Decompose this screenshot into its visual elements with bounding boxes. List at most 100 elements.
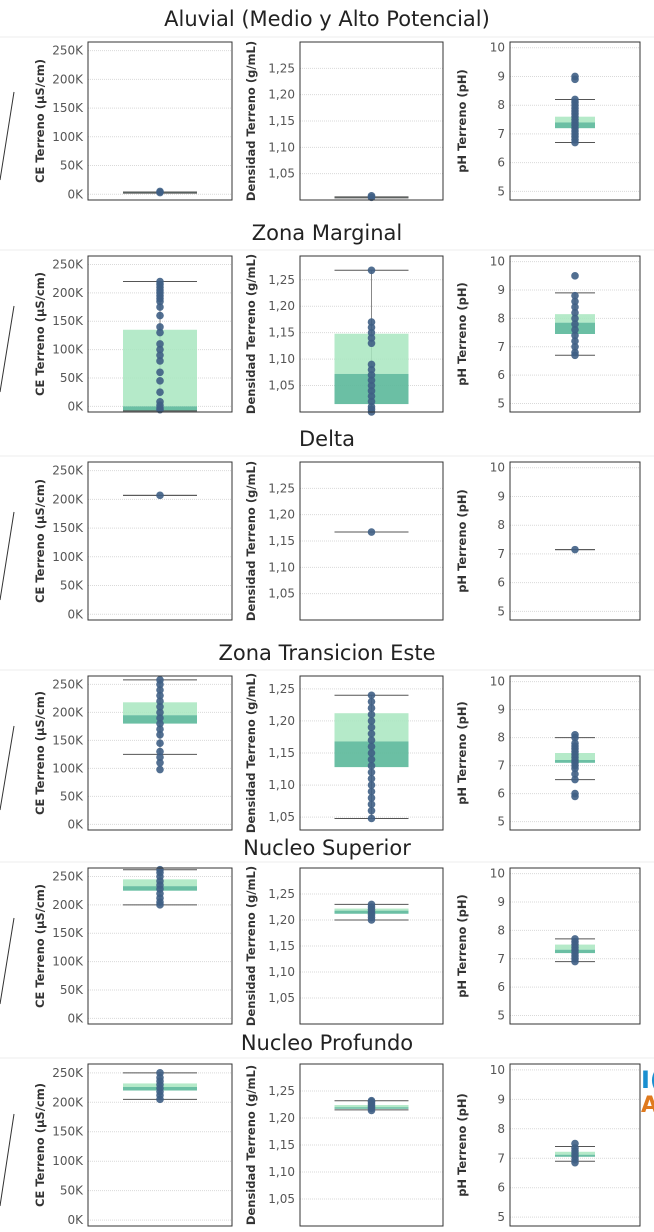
data-point [156,747,164,756]
data-point [156,491,164,500]
section-title: Zona Transicion Este [219,641,436,665]
y-axis-label: CE Terreno (µS/cm) [33,691,47,815]
plot-frame [509,41,641,201]
plot-frame [509,255,641,413]
plot-area [300,1064,443,1226]
tick-label: 1,25 [268,481,295,495]
y-axis-label: pH Terreno (pH) [455,489,469,593]
data-point [367,334,376,342]
data-point [367,794,376,802]
tick-label: 1,25 [268,887,295,901]
plot-frame [509,1063,641,1227]
tick-label: 100K [52,550,84,564]
tick-label: 1,10 [268,778,295,792]
tick-label: 250K [52,870,84,884]
data-point [156,759,164,767]
tick-label: 0K [67,607,84,621]
tick-label: 1,25 [268,1084,295,1098]
data-point [367,691,376,700]
edge-text-orange: A [641,1093,654,1118]
tick-label: 1,15 [268,746,295,760]
y-axis-label: Densidad Terreno (g/mL) [244,673,258,833]
panel-1: 1,05 1,10 1,15 1,20 1,25 Densidad Terreno (g/… [244,866,444,1026]
tick-label: 250K [52,464,84,478]
section-2: Delta 0K 50K 100K 150K 200K 250K CE Terreno (µS… [0,427,654,621]
y-axis-label: pH Terreno (pH) [455,894,469,998]
data-point [156,703,164,711]
tick-label: 0K [67,817,84,831]
plot-area [88,462,232,620]
data-point [571,320,579,328]
data-point [571,325,579,334]
data-point [571,1139,579,1148]
section-title: Nucleo Superior [243,836,411,860]
panel-2: 5 6 7 8 9 10 pH Terreno (pH) [455,675,641,831]
data-point [156,357,164,365]
data-point [156,351,164,360]
leader-line [0,725,15,811]
tick-label: 1,10 [268,140,295,154]
data-point [367,365,376,374]
tick-label: 10 [490,675,505,689]
tick-label: 1,15 [268,1138,295,1152]
data-point [367,774,376,783]
tick-label: 10 [490,255,505,269]
tick-label: 200K [52,1095,84,1109]
data-point [156,323,164,331]
tick-label: 200K [52,898,84,912]
tick-label: 100K [52,130,84,144]
tick-label: 5 [497,604,505,618]
tick-label: 200K [52,72,84,86]
tick-label: 1,25 [268,682,295,696]
tick-label: 1,25 [268,273,295,287]
tick-label: 1,10 [268,965,295,979]
data-point [367,781,376,789]
data-point [367,402,376,411]
tick-label: 9 [497,703,505,717]
panel-1: 1,05 1,10 1,15 1,20 1,25 Densidad Terreno (g/… [244,461,444,621]
tick-label: 1,15 [268,114,295,128]
data-point [156,676,164,684]
tick-label: 8 [497,923,505,937]
data-point [571,348,579,357]
y-axis-label: Densidad Terreno (g/mL) [244,41,258,201]
tick-label: 1,05 [268,379,295,393]
plot-area [300,42,443,200]
data-point [367,360,376,369]
panel-0: 0K 50K 100K 150K 200K 250K CE Terreno (µS/cm) [33,461,233,621]
tick-label: 6 [497,156,505,170]
data-point [367,697,376,706]
plot-frame [509,461,641,621]
data-point [156,303,164,311]
data-point [156,739,164,747]
data-point [367,704,376,712]
plot-frame [87,461,233,621]
tick-label: 9 [497,489,505,503]
y-axis-label: pH Terreno (pH) [455,282,469,386]
panel-0: 0K 50K 100K 150K 200K 250K CE Terreno (µS/cm) [33,41,233,201]
tick-label: 1,05 [268,587,295,601]
data-point [156,714,164,722]
panel-2: 5 6 7 8 9 10 pH Terreno (pH) [455,41,641,201]
data-point [571,331,579,340]
data-point [156,1069,164,1077]
tick-label: 1,20 [268,913,295,927]
data-point [571,272,579,280]
data-point [367,787,376,796]
data-point [156,368,164,377]
section-title: Nucleo Profundo [241,1031,413,1055]
data-point [571,95,579,104]
data-point [156,719,164,728]
panel-2: 5 6 7 8 9 10 pH Terreno (pH) [455,461,641,621]
section-3: Zona Transicion Este 0K 50K 100K 150K 200K 250… [0,641,654,833]
y-axis-label: pH Terreno (pH) [455,1093,469,1197]
tick-label: 1,15 [268,939,295,953]
tick-label: 6 [497,980,505,994]
data-point [367,768,376,777]
data-point [156,187,164,196]
y-axis-label: Densidad Terreno (g/mL) [244,866,258,1026]
y-axis-label: Densidad Terreno (g/mL) [244,1065,258,1225]
tick-label: 50K [60,579,84,593]
y-axis-label: Densidad Terreno (g/mL) [244,461,258,621]
